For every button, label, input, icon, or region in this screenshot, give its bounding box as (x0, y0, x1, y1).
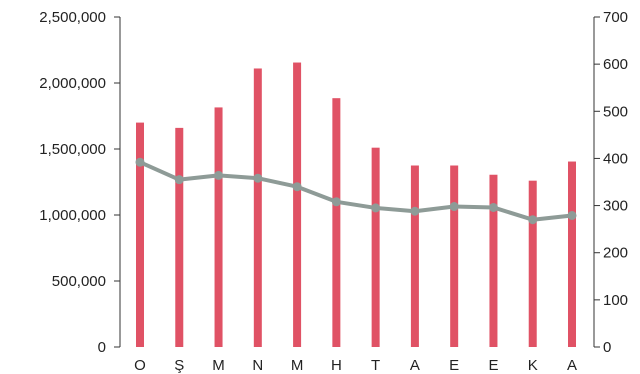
line-point (292, 182, 302, 192)
left-tick-label: 0 (98, 339, 106, 356)
category-label: N (252, 357, 263, 374)
line-point (214, 170, 224, 180)
bar (332, 98, 341, 348)
right-tick-label: 500 (603, 103, 628, 120)
right-tick-label: 700 (603, 9, 628, 26)
line-point (488, 202, 498, 212)
right-tick-label: 300 (603, 198, 628, 215)
line-point (135, 157, 145, 167)
left-tick-label: 1,000,000 (39, 207, 106, 224)
left-tick-label: 2,000,000 (39, 75, 106, 92)
bar (253, 68, 262, 347)
right-tick-label: 100 (603, 292, 628, 309)
category-label: E (449, 357, 459, 374)
category-label: M (291, 357, 304, 374)
category-label: M (212, 357, 225, 374)
line-point (567, 210, 577, 220)
right-tick-label: 600 (603, 56, 628, 73)
left-tick-label: 1,500,000 (39, 141, 106, 158)
right-tick-label: 200 (603, 245, 628, 262)
line-series (135, 157, 577, 225)
right-tick-label: 0 (603, 339, 611, 356)
left-tick-label: 2,500,000 (39, 9, 106, 26)
category-label: O (134, 357, 146, 374)
line-point (371, 203, 381, 213)
category-label: K (528, 357, 538, 374)
category-label: A (567, 357, 577, 374)
bar (450, 165, 459, 347)
line-point (528, 215, 538, 225)
bar (371, 147, 380, 347)
bar-series (136, 62, 576, 348)
category-label: E (488, 357, 498, 374)
bar (489, 174, 498, 347)
right-tick-label: 400 (603, 150, 628, 167)
line-point (253, 173, 263, 183)
bar (528, 180, 537, 347)
category-label: H (331, 357, 342, 374)
bar (410, 165, 419, 347)
bar (175, 127, 184, 347)
bar (568, 161, 576, 347)
line-point (449, 202, 459, 212)
right-axis: 0 100 200 300 400 500 600 700 (593, 9, 628, 356)
category-label: T (371, 357, 380, 374)
left-axis: 0 500,000 1,000,000 1,500,000 2,000,000 2,500… (39, 9, 121, 356)
category-label: Ş (174, 357, 184, 374)
line-path (138, 160, 574, 222)
bar (136, 122, 144, 347)
line-point (410, 206, 420, 216)
line-point (331, 197, 341, 207)
bar (214, 107, 223, 347)
line-point (174, 175, 184, 185)
bar (293, 62, 302, 347)
category-label: A (410, 357, 420, 374)
left-tick-label: 500,000 (52, 273, 106, 290)
